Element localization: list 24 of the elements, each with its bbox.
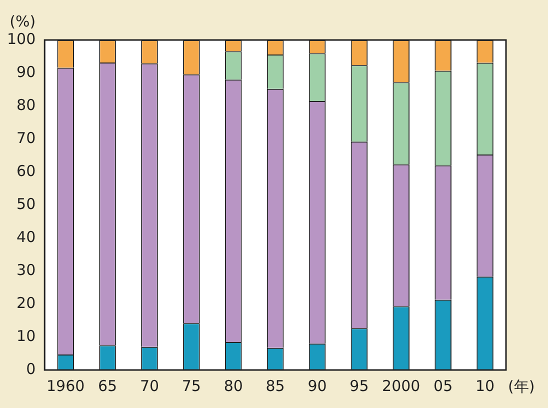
x-axis-title: (年) <box>508 377 535 396</box>
y-tick-label: 100 <box>6 30 36 48</box>
y-axis-title: (%) <box>10 12 36 30</box>
x-tick-label: 85 <box>266 376 285 395</box>
y-tick-label: 0 <box>26 360 36 378</box>
x-tick-label: 95 <box>350 376 369 395</box>
y-tick-label: 40 <box>16 228 36 246</box>
x-tick-label: 2000 <box>382 376 420 395</box>
y-tick-label: 60 <box>16 162 36 180</box>
y-tick-label: 30 <box>16 260 36 279</box>
y-tick-label: 50 <box>16 194 36 213</box>
x-tick-label: 65 <box>98 376 118 395</box>
x-tick-label: 90 <box>308 376 327 395</box>
x-tick-label: 70 <box>140 376 160 395</box>
y-tick-label: 90 <box>16 62 36 81</box>
y-tick-label: 20 <box>16 294 36 312</box>
y-tick-label: 80 <box>16 96 36 114</box>
y-tick-label: 10 <box>16 326 36 345</box>
y-tick-label: 70 <box>16 128 36 147</box>
x-tick-label: 1960 <box>46 376 85 395</box>
x-tick-label: 05 <box>434 376 453 395</box>
x-tick-label: 80 <box>224 376 243 395</box>
x-tick-label: 75 <box>182 376 201 395</box>
x-tick-label: 10 <box>475 376 495 395</box>
